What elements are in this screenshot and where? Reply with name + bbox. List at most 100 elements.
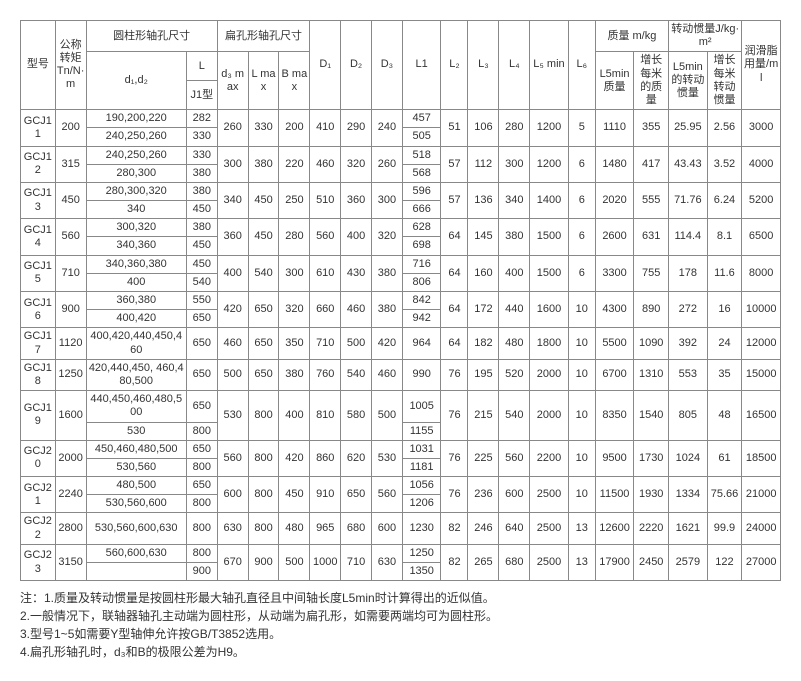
cell: 6 bbox=[568, 182, 595, 218]
table-row: GCJ12315240,250,260330300380220460320260… bbox=[21, 146, 781, 164]
cell: 200 bbox=[55, 110, 86, 146]
cell: 630 bbox=[372, 544, 403, 580]
cell: 540 bbox=[341, 359, 372, 390]
cell: GCJ19 bbox=[21, 391, 56, 441]
cell: 710 bbox=[310, 328, 341, 359]
cell: 380 bbox=[372, 292, 403, 328]
cell: 1200 bbox=[530, 146, 569, 182]
cell: 964 bbox=[402, 328, 441, 359]
cell: 240,250,260 bbox=[86, 128, 186, 146]
cell: 12600 bbox=[595, 513, 634, 544]
cell: 246 bbox=[468, 513, 499, 544]
cell: 1334 bbox=[669, 477, 708, 513]
cell: 500 bbox=[341, 328, 372, 359]
cell: 890 bbox=[634, 292, 669, 328]
cell: 1480 bbox=[595, 146, 634, 182]
cell: 1600 bbox=[55, 391, 86, 441]
cell: 1024 bbox=[669, 440, 708, 476]
cell: 860 bbox=[310, 440, 341, 476]
cell: 340 bbox=[499, 182, 530, 218]
cell: 1621 bbox=[669, 513, 708, 544]
cell: 330 bbox=[248, 110, 279, 146]
cell: 1930 bbox=[634, 477, 669, 513]
cell: 2240 bbox=[55, 477, 86, 513]
h-torque: 公称转矩Tn/N·m bbox=[55, 21, 86, 110]
cell: 965 bbox=[310, 513, 341, 544]
cell: 315 bbox=[55, 146, 86, 182]
table-row: GCJ16900360,3805504206503206604603808426… bbox=[21, 292, 781, 310]
h-L2: L₂ bbox=[441, 21, 468, 110]
cell: 2600 bbox=[595, 219, 634, 255]
cell: 8000 bbox=[742, 255, 781, 291]
cell: 620 bbox=[341, 440, 372, 476]
cell: 380 bbox=[499, 219, 530, 255]
cell: 215 bbox=[468, 391, 499, 441]
cell: 800 bbox=[186, 544, 217, 562]
cell: 900 bbox=[248, 544, 279, 580]
cell: 480 bbox=[279, 513, 310, 544]
cell: 1200 bbox=[530, 110, 569, 146]
cell: 660 bbox=[310, 292, 341, 328]
cell: 530,560 bbox=[86, 458, 186, 476]
cell: 430 bbox=[341, 255, 372, 291]
table-row: GCJ222800530,560,600,6308006308004809656… bbox=[21, 513, 781, 544]
cell: 16500 bbox=[742, 391, 781, 441]
cell: 400 bbox=[86, 273, 186, 291]
cell: 106 bbox=[468, 110, 499, 146]
cell: 560,600,630 bbox=[86, 544, 186, 562]
cell: 800 bbox=[186, 422, 217, 440]
h-grease: 润滑脂用量/ml bbox=[742, 21, 781, 110]
cell: 510 bbox=[310, 182, 341, 218]
h-inertia: 转动惯量J/kg·m² bbox=[669, 21, 742, 52]
cell: GCJ21 bbox=[21, 477, 56, 513]
cell: 628 bbox=[402, 219, 441, 237]
h-D1: D₁ bbox=[310, 21, 341, 110]
cell: 1730 bbox=[634, 440, 669, 476]
cell: 1310 bbox=[634, 359, 669, 390]
cell: 800 bbox=[248, 440, 279, 476]
cell: 260 bbox=[217, 110, 248, 146]
cell: 450 bbox=[248, 219, 279, 255]
cell: 460 bbox=[217, 328, 248, 359]
cell: 392 bbox=[669, 328, 708, 359]
cell: 900 bbox=[186, 563, 217, 581]
cell: 1056 bbox=[402, 477, 441, 495]
cell: 6 bbox=[568, 146, 595, 182]
cell: 457 bbox=[402, 110, 441, 128]
h-cyl: 圆柱形轴孔尺寸 bbox=[86, 21, 217, 52]
cell: 480,500 bbox=[86, 477, 186, 495]
cell: 568 bbox=[402, 164, 441, 182]
cell: 560 bbox=[55, 219, 86, 255]
cell: 540 bbox=[248, 255, 279, 291]
h-Bmax: B max bbox=[279, 52, 310, 110]
cell: 71.76 bbox=[669, 182, 708, 218]
cell: 1000 bbox=[310, 544, 341, 580]
cell: 450 bbox=[186, 201, 217, 219]
cell: 400,420 bbox=[86, 310, 186, 328]
cell: 500 bbox=[217, 359, 248, 390]
cell: 300 bbox=[499, 146, 530, 182]
cell: 450 bbox=[279, 477, 310, 513]
cell: 670 bbox=[217, 544, 248, 580]
cell: 520 bbox=[499, 359, 530, 390]
cell: 1250 bbox=[55, 359, 86, 390]
h-mass: 质量 m/kg bbox=[595, 21, 668, 52]
cell: 240,250,260 bbox=[86, 146, 186, 164]
cell: 4300 bbox=[595, 292, 634, 328]
cell: 13 bbox=[568, 544, 595, 580]
cell: GCJ11 bbox=[21, 110, 56, 146]
cell: GCJ22 bbox=[21, 513, 56, 544]
cell: 420 bbox=[372, 328, 403, 359]
h-d3max: d₃ max bbox=[217, 52, 248, 110]
cell: 350 bbox=[279, 328, 310, 359]
cell: 64 bbox=[441, 292, 468, 328]
cell: 1120 bbox=[55, 328, 86, 359]
cell: 640 bbox=[499, 513, 530, 544]
table-row: GCJ14560300,3203803604502805604003206286… bbox=[21, 219, 781, 237]
cell: 1181 bbox=[402, 458, 441, 476]
cell: 1350 bbox=[402, 563, 441, 581]
cell: 400 bbox=[341, 219, 372, 255]
cell: 5 bbox=[568, 110, 595, 146]
h-L1: L1 bbox=[402, 21, 441, 110]
cell: 2500 bbox=[530, 544, 569, 580]
